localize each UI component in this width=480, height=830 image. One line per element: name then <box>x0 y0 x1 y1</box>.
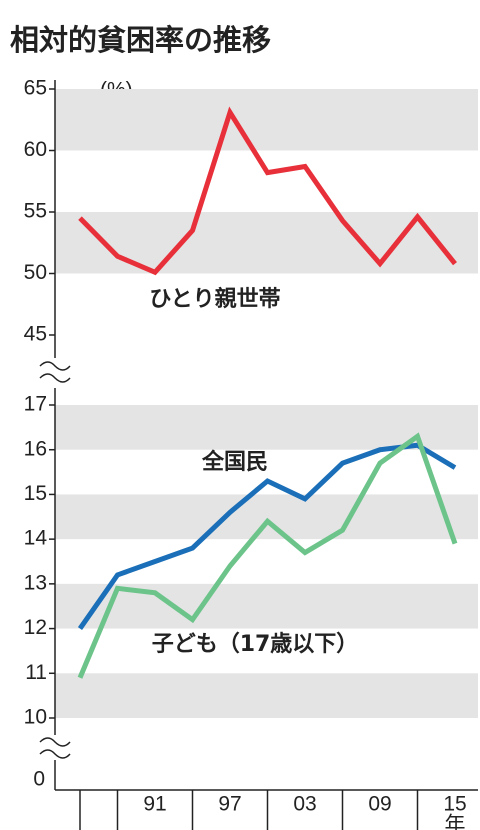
series-line <box>77 442 457 631</box>
y-tick-label: 11 <box>25 661 47 684</box>
x-tick-label: 03 <box>293 793 316 816</box>
x-tick-label: 09 <box>368 793 391 816</box>
y-tick-label: 13 <box>24 571 47 594</box>
series-label: 子ども（17歳以下） <box>152 632 359 657</box>
y-tick-label: 50 <box>24 261 47 284</box>
series-line <box>78 106 457 276</box>
x-tick-label: 97 <box>218 793 241 816</box>
y-tick-label: 45 <box>24 323 47 346</box>
series-label: 全国民 <box>201 449 268 475</box>
y-tick-label: 12 <box>24 616 47 639</box>
grid-band <box>55 89 478 151</box>
y-tick-label: 15 <box>24 482 47 505</box>
series-label: ひとり親世帯 <box>149 286 280 312</box>
y-tick-label: 10 <box>24 706 47 729</box>
grid-band <box>55 405 478 450</box>
x-tick-label: 91 <box>143 793 166 816</box>
y-tick-label: 65 <box>24 77 47 100</box>
y-tick-label: 16 <box>24 437 47 460</box>
y-tick-label: 60 <box>24 138 47 161</box>
x-axis-label: 年 <box>445 814 466 830</box>
y-tick-label: 17 <box>24 393 47 416</box>
grid-band <box>55 494 478 540</box>
series-line <box>77 432 458 679</box>
axis-break <box>39 737 71 759</box>
grid-band <box>55 212 478 274</box>
x-tick-label: 15 <box>443 793 466 816</box>
y-tick-label: 55 <box>24 200 47 223</box>
chart-title: 相対的貧困率の推移 <box>10 23 271 57</box>
y-tick-label: 14 <box>24 527 48 550</box>
y-tick-label: 0 <box>33 768 45 791</box>
grid-band <box>55 673 478 718</box>
axis-break <box>39 361 71 383</box>
